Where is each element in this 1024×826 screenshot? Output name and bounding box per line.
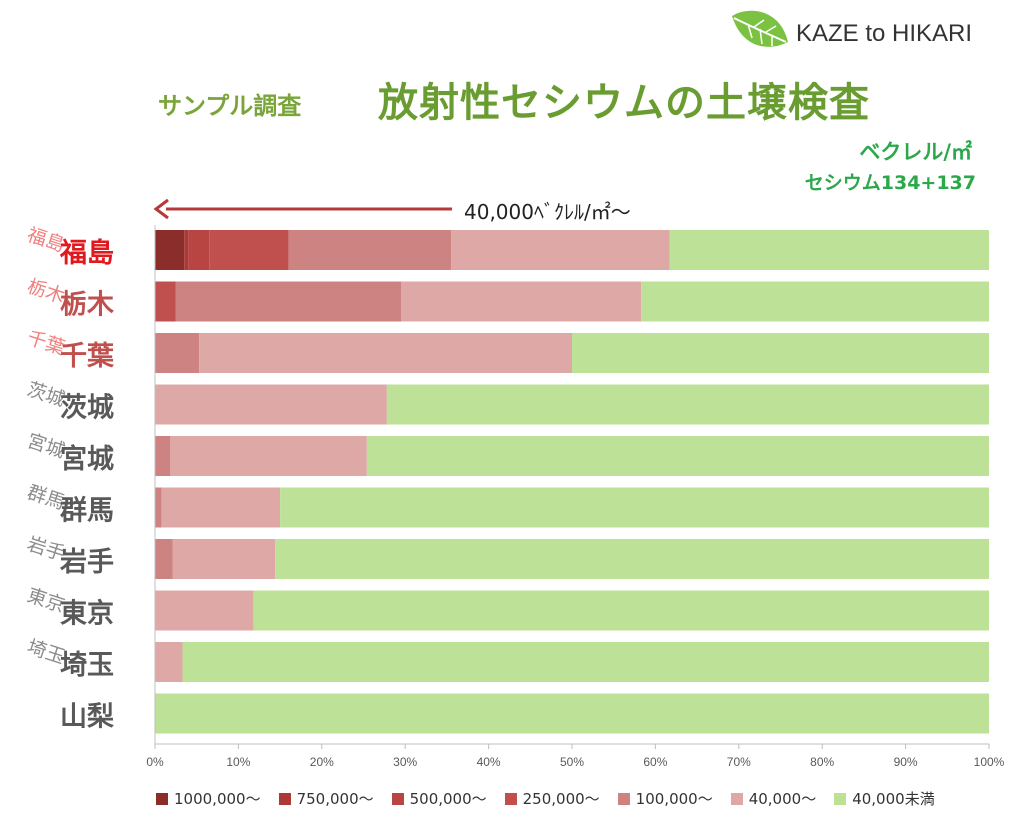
bar-segment bbox=[209, 230, 289, 270]
x-tick-label: 30% bbox=[393, 755, 417, 769]
bar-segment bbox=[572, 333, 989, 373]
bar-segment bbox=[288, 230, 452, 270]
logo: KAZE to HIKARI bbox=[728, 8, 988, 58]
legend: 1000,000～ 750,000～ 500,000～ 250,000～ 100,000… bbox=[156, 788, 935, 809]
bar-segment bbox=[155, 230, 185, 270]
bar-segment bbox=[172, 539, 276, 579]
x-tick-label: 60% bbox=[643, 755, 667, 769]
bar-segment bbox=[275, 539, 989, 579]
legend-label: 40,000～ bbox=[748, 790, 817, 808]
legend-swatch bbox=[730, 792, 743, 805]
x-tick-label: 70% bbox=[727, 755, 751, 769]
bar-segment bbox=[641, 281, 989, 322]
category-label: 福島 bbox=[59, 238, 114, 269]
legend-label: 1000,000～ bbox=[174, 790, 261, 808]
category-label: 栃木 bbox=[60, 290, 114, 321]
bar-segment bbox=[401, 281, 642, 322]
bar-segment bbox=[182, 642, 990, 682]
arrow-head bbox=[153, 198, 169, 220]
legend-item: 100,000～ bbox=[617, 788, 713, 809]
bar-segment bbox=[188, 230, 210, 270]
bar-segment bbox=[155, 281, 176, 322]
bar-segment bbox=[253, 590, 990, 631]
category-label: 埼玉 bbox=[60, 650, 114, 681]
legend-label: 100,000～ bbox=[635, 790, 713, 808]
leaf-icon bbox=[732, 10, 788, 47]
x-tick-label: 20% bbox=[310, 755, 334, 769]
category-label: 山梨 bbox=[60, 702, 114, 733]
bar-segment bbox=[155, 693, 989, 734]
x-tick-label: 50% bbox=[560, 755, 584, 769]
legend-item: 40,000未満 bbox=[834, 788, 935, 809]
category-label: 宮城 bbox=[60, 443, 114, 475]
category-label: 岩手 bbox=[59, 547, 114, 578]
chart-subtitle: サンプル調査 bbox=[158, 92, 302, 120]
bar-segment bbox=[155, 642, 183, 682]
chart-title: 放射性セシウムの土壌検査 bbox=[378, 80, 870, 126]
bar-segment bbox=[669, 230, 989, 270]
bar-segment bbox=[161, 487, 281, 528]
category-label: 千葉 bbox=[60, 341, 115, 372]
arrow-label: 40,000ﾍﾞｸﾚﾙ/㎡～ bbox=[464, 200, 631, 224]
x-tick-label: 10% bbox=[226, 755, 250, 769]
legend-swatch bbox=[504, 792, 517, 805]
legend-swatch bbox=[834, 792, 847, 805]
legend-label: 750,000～ bbox=[296, 790, 374, 808]
x-tick-label: 40% bbox=[477, 755, 501, 769]
bar-segment bbox=[170, 436, 367, 476]
x-tick-label: 80% bbox=[810, 755, 834, 769]
legend-swatch bbox=[617, 792, 630, 805]
bar-segment bbox=[280, 487, 990, 528]
category-label: 群馬 bbox=[60, 496, 114, 527]
legend-swatch bbox=[391, 792, 404, 805]
bar-segment bbox=[366, 436, 989, 476]
bar-segment bbox=[155, 539, 173, 579]
legend-swatch bbox=[278, 792, 291, 805]
threshold-arrow bbox=[153, 198, 452, 220]
bar-segment bbox=[184, 230, 189, 270]
logo-text: KAZE to HIKARI bbox=[796, 20, 973, 47]
legend-item: 40,000～ bbox=[730, 788, 817, 809]
legend-label: 40,000未満 bbox=[852, 790, 935, 808]
legend-item: 500,000～ bbox=[391, 788, 487, 809]
legend-item: 750,000～ bbox=[278, 788, 374, 809]
bar-segment bbox=[155, 333, 200, 373]
bar-segment bbox=[199, 333, 572, 373]
x-axis: 0% 10% 20% 30% 40% 50% 60% 70% 80% 90% 100% bbox=[146, 225, 1005, 769]
legend-label: 250,000～ bbox=[522, 790, 600, 808]
bar-segment bbox=[155, 487, 162, 528]
legend-label: 500,000～ bbox=[409, 790, 487, 808]
category-label: 東京 bbox=[60, 598, 114, 630]
bar-segment bbox=[451, 230, 670, 270]
legend-swatch bbox=[156, 792, 168, 805]
category-label: 茨城 bbox=[60, 393, 114, 424]
unit-sublabel: セシウム134+137 bbox=[804, 172, 976, 194]
bar-segment bbox=[175, 281, 402, 322]
unit-label: ベクレル/㎡ bbox=[859, 140, 972, 164]
bars bbox=[155, 230, 990, 734]
x-tick-label: 0% bbox=[146, 755, 164, 769]
x-tick-label: 90% bbox=[894, 755, 918, 769]
bar-segment bbox=[155, 384, 387, 425]
bar-segment bbox=[386, 384, 989, 425]
legend-item: 250,000～ bbox=[504, 788, 600, 809]
bar-segment bbox=[155, 590, 254, 631]
bar-segment bbox=[155, 436, 171, 476]
legend-item: 1000,000～ bbox=[156, 788, 261, 809]
x-tick-label: 100% bbox=[974, 755, 1005, 769]
